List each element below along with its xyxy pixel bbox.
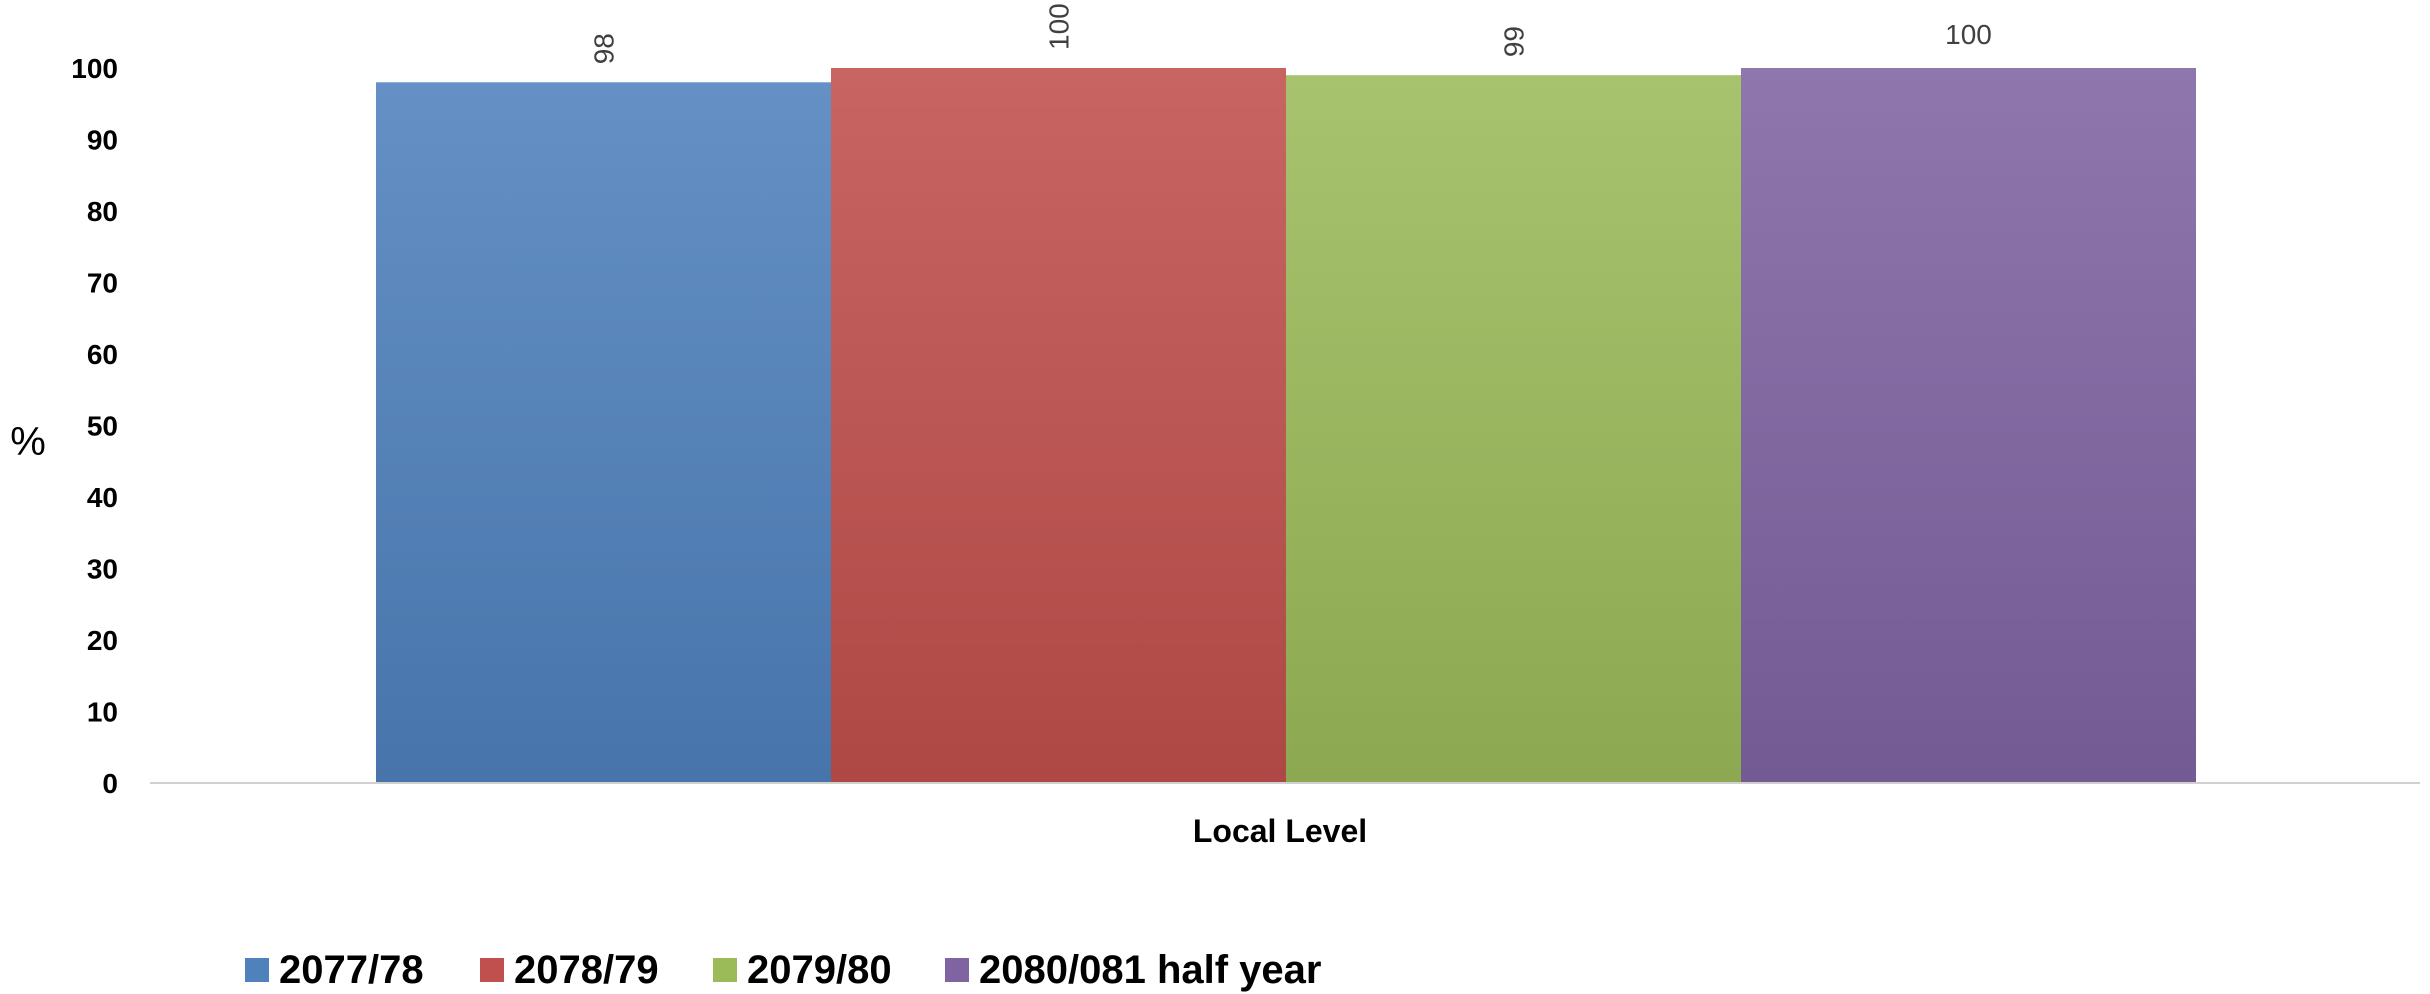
y-tick-label: 0: [102, 768, 118, 799]
y-tick-label: 80: [87, 196, 118, 227]
legend-label: 2078/79: [514, 948, 659, 992]
legend-label: 2080/081 half year: [979, 948, 1321, 992]
legend-swatch: [480, 958, 504, 982]
bar-2079-80: [1286, 75, 1741, 783]
y-axis-label: %: [10, 420, 46, 464]
x-category-label: Local Level: [1193, 813, 1367, 849]
y-tick-label: 60: [87, 339, 118, 370]
legend-label: 2077/78: [279, 948, 424, 992]
y-tick-label: 50: [87, 411, 118, 442]
y-tick-label: 70: [87, 268, 118, 299]
y-tick-label: 10: [87, 697, 118, 728]
bar-2077-78: [376, 82, 831, 784]
legend-swatch: [713, 958, 737, 982]
legend-swatch: [945, 958, 969, 982]
y-tick-label: 40: [87, 482, 118, 513]
data-labels: 98 100 99 100: [589, 3, 1992, 64]
y-axis-ticks: 0 10 20 30 40 50 60 70 80 90 100: [71, 53, 118, 799]
bars: [376, 68, 2196, 784]
y-tick-label: 30: [87, 554, 118, 585]
bar-2078-79: [831, 68, 1286, 783]
y-tick-label: 20: [87, 625, 118, 656]
data-label: 98: [589, 33, 620, 64]
legend-swatch: [245, 958, 269, 982]
data-label: 99: [1499, 26, 1530, 57]
data-label: 100: [1945, 19, 1992, 50]
data-label: 100: [1044, 3, 1075, 50]
y-tick-label: 100: [71, 53, 118, 84]
legend-label: 2079/80: [747, 948, 892, 992]
legend: 2077/78 2078/79 2079/80 2080/081 half year: [245, 948, 1321, 992]
y-tick-label: 90: [87, 125, 118, 156]
bar-2080-081-half-year: [1741, 68, 2196, 783]
